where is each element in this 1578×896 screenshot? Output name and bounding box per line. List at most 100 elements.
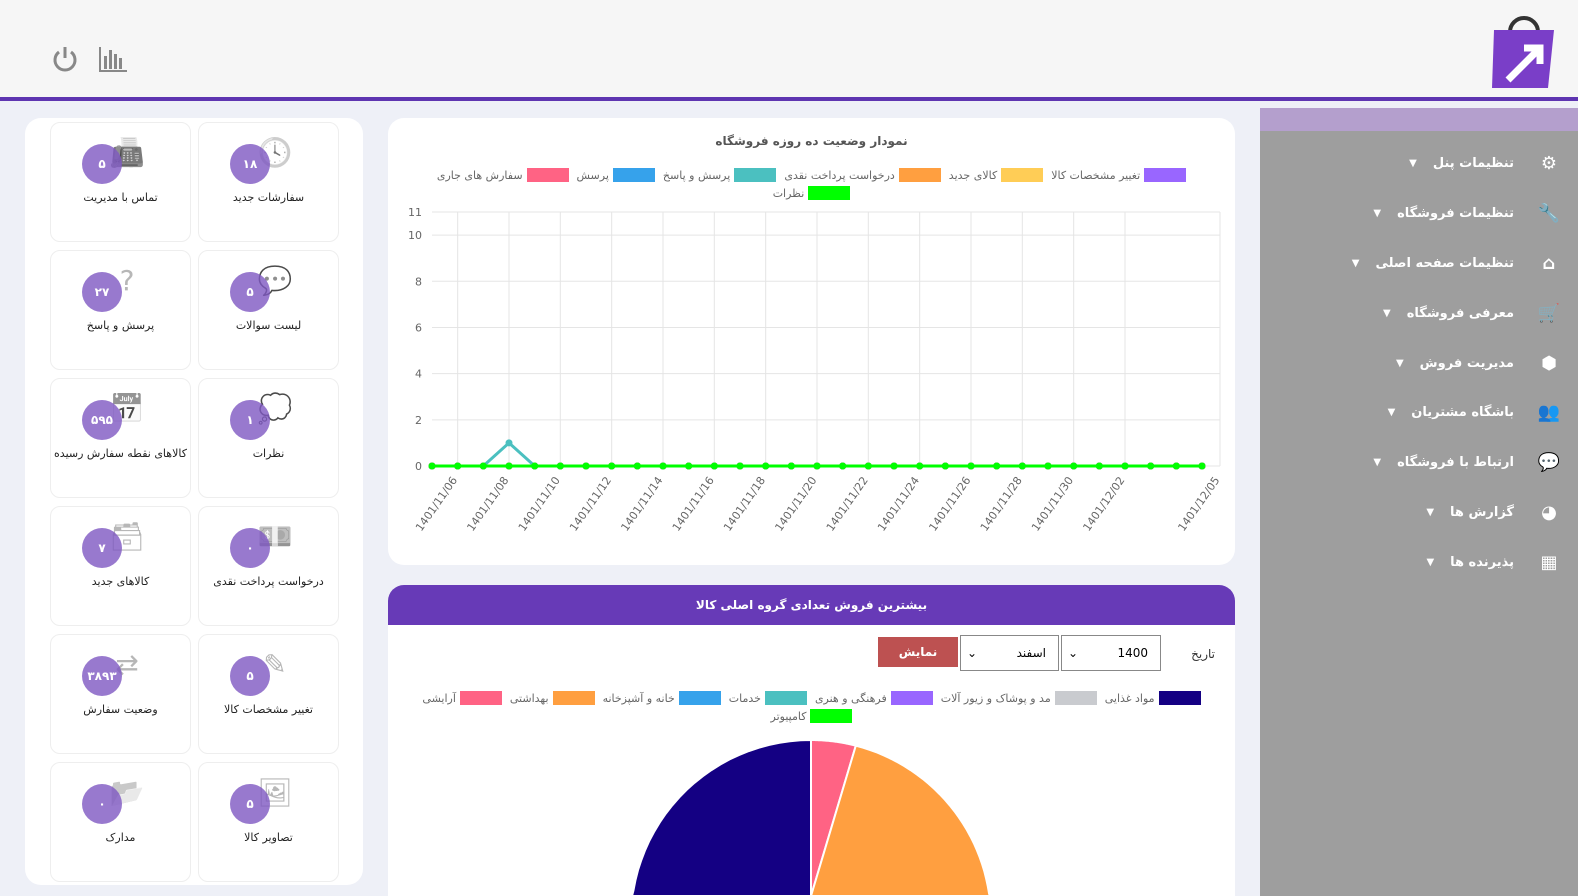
legend-swatch [764, 691, 807, 705]
shortcut-tile[interactable]: ✎ ۵ تغییر مشخصات کالا [198, 634, 339, 754]
logo [1492, 16, 1554, 88]
legend-swatch [1144, 168, 1187, 182]
sidebar-item[interactable]: ⌂ تنظیمات صفحه اصلی ▼ [1260, 239, 1578, 289]
caret-down-icon: ▼ [1395, 357, 1404, 369]
data-point [1147, 462, 1155, 470]
sidebar-item[interactable]: 💬 ارتباط با فروشگاه ▼ [1260, 438, 1578, 488]
legend-item[interactable]: خانه و آشپزخانه [603, 691, 721, 705]
data-point [762, 462, 770, 470]
data-point [479, 462, 487, 470]
data-point [890, 462, 898, 470]
count-badge: ۵ [230, 784, 270, 824]
line-chart-card: نمودار وضعیت ده روزه فروشگاه تغییر مشخصا… [388, 118, 1235, 565]
y-tick-label: 6 [415, 321, 422, 334]
y-tick-label: 11 [408, 206, 422, 219]
x-tick-label: 1401/11/10 [516, 474, 563, 533]
shortcut-tile[interactable]: 💭 ۱ نظرات [198, 378, 339, 498]
home-icon: ⌂ [1542, 252, 1556, 274]
x-tick-label: 1401/11/12 [567, 474, 614, 533]
data-point [710, 462, 718, 470]
shortcut-tile[interactable]: 📠 ۵ تماس با مدیریت [50, 122, 191, 242]
count-badge: ۵ [230, 272, 270, 312]
data-point [531, 462, 539, 470]
power-icon[interactable] [50, 44, 80, 74]
count-badge: ۰ [230, 528, 270, 568]
legend-item[interactable]: خدمات [729, 691, 807, 705]
data-point [813, 462, 821, 470]
data-point [967, 462, 975, 470]
x-tick-label: 1401/11/08 [464, 474, 511, 533]
wrench-icon: 🔧 [1537, 203, 1561, 225]
bar-chart-icon[interactable] [98, 44, 128, 74]
shortcut-tile[interactable]: 📂 ۰ مدارک [50, 762, 191, 882]
legend-item[interactable]: فرهنگی و هنری [815, 691, 933, 705]
pie-icon: ◕ [1541, 501, 1557, 523]
sidebar-item-label: باشگاه مشتریان [1411, 405, 1514, 421]
sidebar-item[interactable]: ⚙ تنظیمات پنل ▼ [1260, 139, 1578, 189]
month-select[interactable]: ⌄ اسفند [960, 635, 1059, 671]
x-tick-label: 1401/12/02 [1080, 474, 1127, 533]
tile-label: نظرات [252, 447, 285, 460]
pie-chart-card: بیشترین فروش تعدادی گروه اصلی کالا تاریخ… [388, 585, 1235, 896]
top-header [0, 0, 1578, 101]
legend-item[interactable]: پرسش و پاسخ [663, 168, 777, 182]
sidebar: ⚙ تنظیمات پنل ▼ 🔧 تنظیمات فروشگاه ▼ ⌂ تنظیمات ص… [1260, 108, 1578, 896]
sidebar-item-label: پذیرنده ها [1450, 554, 1514, 570]
shortcut-tile[interactable]: 💬 ۵ لیست سوالات [198, 250, 339, 370]
legend-swatch [459, 691, 502, 705]
show-button[interactable]: نمایش [878, 637, 958, 667]
shortcut-tile[interactable]: 💵 ۰ درخواست پرداخت نقدی [198, 506, 339, 626]
legend-item[interactable]: نظرات [773, 186, 851, 200]
legend-item[interactable]: بهداشتی [510, 691, 595, 705]
shortcut-tile[interactable]: ⇄ ۳۸۹۳ وضعیت سفارش [50, 634, 191, 754]
sidebar-item-label: گزارش ها [1450, 504, 1514, 520]
data-point [556, 462, 564, 470]
sidebar-item[interactable]: ◕ گزارش ها ▼ [1260, 488, 1578, 538]
legend-item[interactable]: کالای جدید [949, 168, 1044, 182]
sidebar-band [1260, 108, 1578, 131]
count-badge: ۵ [230, 656, 270, 696]
data-point [839, 462, 847, 470]
x-tick-label: 1401/12/05 [1175, 474, 1222, 533]
data-point [608, 462, 616, 470]
legend-item[interactable]: آرایشی [422, 691, 502, 705]
shortcut-tile[interactable]: 🕓 ۱۸ سفارشات جدید [198, 122, 339, 242]
sidebar-item[interactable]: 👥 باشگاه مشتریان ▼ [1260, 388, 1578, 438]
shortcut-tile[interactable]: 🗃 ۷ کالاهای جدید [50, 506, 191, 626]
data-point [1121, 462, 1129, 470]
count-badge: ۲۷ [82, 272, 122, 312]
x-tick-label: 1401/11/16 [670, 474, 717, 533]
chevron-down-icon: ⌄ [967, 646, 978, 660]
sidebar-item[interactable]: 🛒 معرفی فروشگاه ▼ [1260, 288, 1578, 338]
legend-item[interactable]: درخواست پرداخت نقدی [784, 168, 941, 182]
sidebar-item[interactable]: ▦ پذیرنده ها ▼ [1260, 537, 1578, 587]
data-point [993, 462, 1001, 470]
legend-item[interactable]: کامپیوتر [771, 709, 853, 723]
shortcut-tile[interactable]: 📅 ۵۹۵ کالاهای نقطه سفارش رسیده [50, 378, 191, 498]
legend-item[interactable]: پرسش [577, 168, 655, 182]
caret-down-icon: ▼ [1351, 257, 1360, 269]
count-badge: ۵۹۵ [82, 400, 122, 440]
legend-swatch [612, 168, 655, 182]
year-select[interactable]: ⌄ 1400 [1061, 635, 1161, 671]
legend-item[interactable]: مواد غذایی [1105, 691, 1201, 705]
data-point [505, 462, 513, 470]
legend-swatch [898, 168, 941, 182]
sidebar-item[interactable]: ⬢ مدیریت فروش ▼ [1260, 338, 1578, 388]
legend-swatch [526, 168, 569, 182]
data-point [916, 462, 924, 470]
legend-item[interactable]: تغییر مشخصات کالا [1051, 168, 1187, 182]
data-point [428, 462, 436, 470]
legend-item[interactable]: سفارش های جاری [437, 168, 569, 182]
caret-down-icon: ▼ [1373, 208, 1382, 220]
x-tick-label: 1401/11/28 [978, 474, 1025, 533]
question-icon: ? [119, 264, 135, 297]
shortcut-tile[interactable]: 🖼 ۵ تصاویر کالا [198, 762, 339, 882]
legend-item[interactable]: مد و پوشاک و زیور آلات [941, 691, 1097, 705]
sidebar-item[interactable]: 🔧 تنظیمات فروشگاه ▼ [1260, 189, 1578, 239]
x-tick-label: 1401/11/20 [772, 474, 819, 533]
shortcut-tile[interactable]: ? ۲۷ پرسش و پاسخ [50, 250, 191, 370]
data-point [736, 462, 744, 470]
tile-label: کالاهای جدید [91, 575, 150, 588]
data-point [505, 439, 513, 447]
